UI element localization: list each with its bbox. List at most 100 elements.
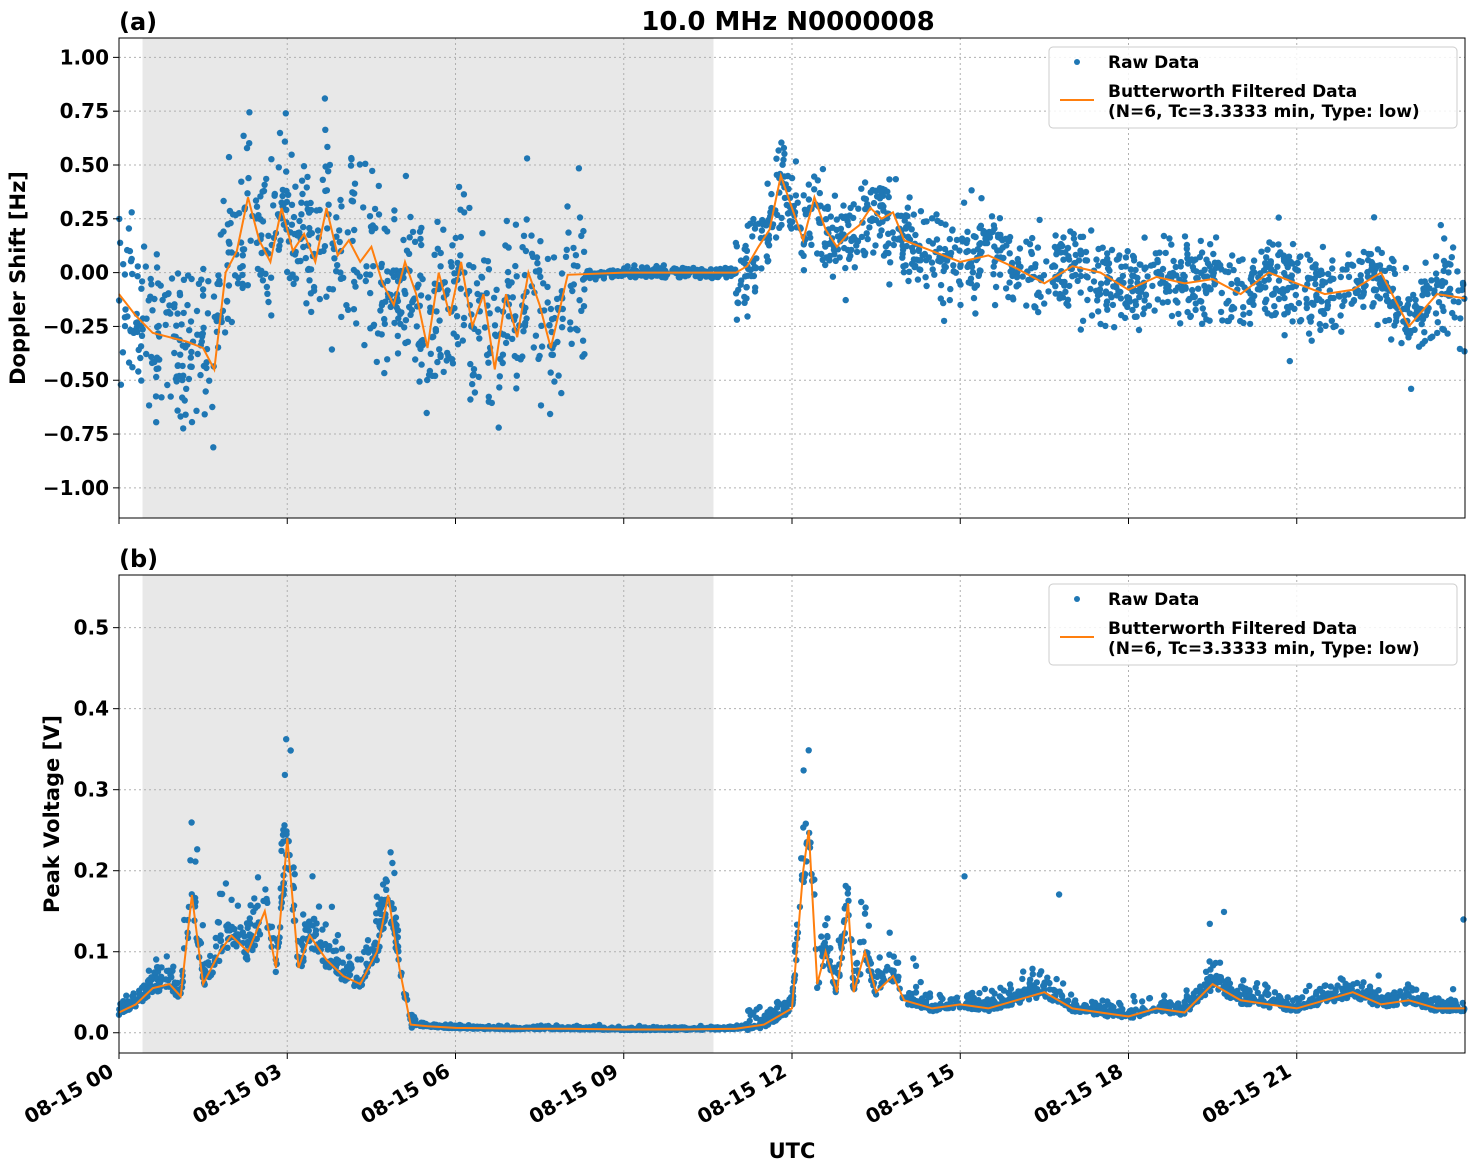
raw-data-point (574, 263, 581, 270)
raw-data-point (1077, 233, 1084, 241)
raw-data-point (946, 296, 953, 304)
raw-data-point (1370, 214, 1378, 221)
raw-data-point (805, 181, 812, 188)
raw-data-point (1341, 297, 1348, 305)
raw-data-point (391, 216, 398, 223)
raw-data-point (862, 249, 869, 257)
raw-data-point (322, 187, 329, 195)
raw-data-point (187, 318, 195, 325)
raw-data-point (1104, 250, 1111, 257)
raw-data-point (1437, 221, 1445, 229)
raw-data-point (283, 187, 290, 195)
raw-data-point (1317, 326, 1324, 334)
raw-data-point (1056, 290, 1064, 298)
raw-data-point (264, 290, 271, 297)
raw-data-point (1440, 257, 1448, 265)
raw-data-point (1330, 294, 1337, 302)
raw-data-point (348, 154, 355, 162)
raw-data-point (876, 232, 884, 239)
raw-data-point (1433, 253, 1440, 260)
raw-data-point (347, 961, 355, 969)
raw-data-point (315, 903, 323, 910)
raw-data-point (1093, 287, 1100, 294)
raw-data-point (858, 898, 865, 906)
raw-data-point (1210, 250, 1217, 258)
raw-data-point (886, 281, 893, 288)
raw-data-point (1000, 254, 1007, 262)
raw-data-point (302, 254, 309, 262)
raw-data-point (558, 324, 566, 331)
raw-data-point (940, 317, 948, 325)
y-tick-label: 0.5 (74, 616, 109, 640)
raw-data-point (349, 198, 357, 205)
raw-data-point (324, 225, 331, 232)
raw-data-point (1428, 277, 1435, 284)
raw-data-point (268, 312, 275, 319)
raw-data-point (1127, 278, 1134, 285)
raw-data-point (848, 237, 855, 245)
raw-data-point (947, 249, 955, 257)
raw-data-point (1418, 320, 1425, 328)
raw-data-point (906, 268, 913, 275)
raw-data-point (1224, 317, 1231, 325)
raw-data-point (267, 274, 275, 281)
raw-data-point (1329, 265, 1336, 272)
raw-data-point (1203, 289, 1210, 297)
raw-data-point (362, 160, 369, 167)
raw-data-point (381, 315, 388, 323)
raw-data-point (171, 301, 178, 308)
raw-data-point (824, 205, 831, 212)
raw-data-point (283, 168, 290, 175)
raw-data-point (412, 356, 419, 363)
raw-data-point (1246, 320, 1254, 328)
raw-data-point (437, 249, 444, 257)
raw-data-point (1341, 292, 1348, 299)
raw-data-point (344, 229, 351, 236)
raw-data-point (444, 287, 451, 294)
raw-data-point (154, 323, 161, 331)
raw-data-point (319, 176, 326, 183)
raw-data-point (430, 333, 437, 340)
raw-data-point (933, 236, 941, 243)
raw-data-point (244, 938, 251, 946)
raw-data-point (431, 251, 438, 258)
raw-data-point (204, 310, 212, 317)
raw-data-point (451, 270, 458, 277)
raw-data-point (1094, 297, 1101, 304)
raw-data-point (1036, 216, 1043, 224)
panel-b-y-ticks: 0.0 0.1 0.2 0.3 0.4 0.5 (74, 616, 119, 1045)
raw-data-point (800, 767, 807, 774)
raw-data-point (210, 444, 217, 451)
raw-data-point (850, 214, 857, 222)
raw-data-point (404, 338, 412, 345)
raw-data-point (922, 991, 929, 998)
raw-data-point (1449, 986, 1457, 993)
raw-data-point (548, 351, 555, 358)
raw-data-point (1168, 241, 1175, 248)
raw-data-point (537, 238, 544, 245)
raw-data-point (304, 173, 311, 181)
raw-data-point (1390, 265, 1397, 273)
raw-data-point (1201, 311, 1208, 318)
raw-data-point (535, 268, 543, 276)
raw-data-point (853, 960, 860, 967)
raw-data-point (281, 138, 289, 145)
raw-data-point (279, 192, 286, 200)
raw-data-point (307, 290, 315, 297)
raw-data-point (912, 231, 919, 239)
raw-data-point (1099, 1005, 1106, 1013)
raw-data-point (1439, 303, 1446, 310)
raw-data-point (1183, 241, 1191, 249)
raw-data-point (431, 372, 439, 379)
raw-data-point (387, 303, 394, 311)
raw-data-point (567, 319, 574, 326)
raw-data-point (631, 262, 638, 269)
raw-data-point (1095, 245, 1102, 253)
raw-data-point (1066, 282, 1073, 290)
raw-data-point (1348, 300, 1355, 307)
raw-data-point (328, 346, 336, 353)
raw-data-point (1149, 282, 1156, 290)
raw-data-point (1284, 309, 1291, 316)
raw-data-point (260, 187, 268, 195)
raw-data-point (1254, 989, 1262, 996)
